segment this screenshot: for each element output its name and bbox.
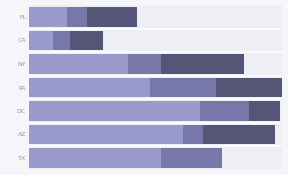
Bar	[29, 54, 128, 74]
Bar	[53, 31, 70, 50]
Bar	[249, 101, 280, 121]
Bar	[183, 125, 203, 144]
Bar	[29, 148, 161, 168]
Bar	[203, 125, 274, 144]
Bar	[29, 101, 200, 121]
Bar	[87, 7, 137, 27]
Bar	[29, 78, 150, 97]
Bar	[161, 148, 222, 168]
Bar	[29, 31, 53, 50]
Bar	[150, 78, 216, 97]
Bar	[29, 125, 183, 144]
Bar	[70, 31, 103, 50]
Bar	[216, 78, 288, 97]
Bar	[161, 54, 244, 74]
Bar	[128, 54, 161, 74]
Bar	[67, 7, 87, 27]
Bar	[29, 7, 67, 27]
Bar	[200, 101, 249, 121]
